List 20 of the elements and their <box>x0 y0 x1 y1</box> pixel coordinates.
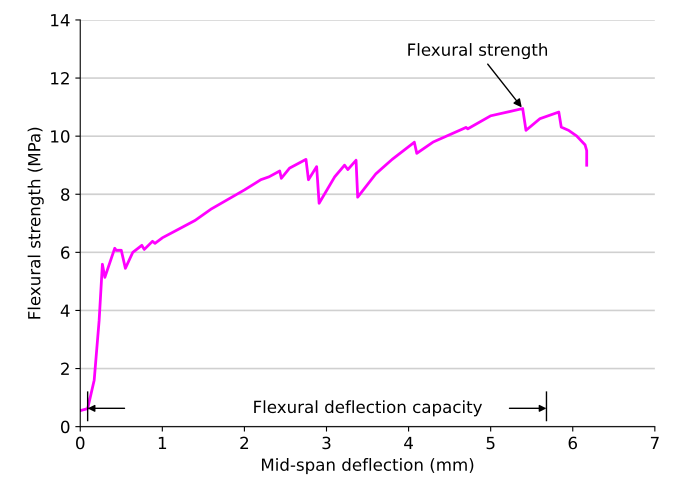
y-tick-label: 10 <box>51 130 70 143</box>
x-tick-label: 0 <box>76 436 84 450</box>
y-tick-label: 2 <box>61 362 69 375</box>
y-tick-label: 4 <box>60 304 70 317</box>
annotation: Flexural deflection capacity <box>254 400 482 416</box>
annotation: Flexural strength <box>408 43 548 60</box>
x-tick-label: 3 <box>322 436 330 450</box>
y-tick-label: 14 <box>51 14 70 26</box>
x-tick-label: 5 <box>486 436 495 450</box>
x-tick-label: 6 <box>568 436 578 450</box>
x-axis-title: Mid-span deflection (mm) <box>262 458 474 474</box>
x-tick-label: 1 <box>158 436 166 450</box>
y-axis-title: Flexural strength (MPa) <box>28 128 44 319</box>
x-tick-label: 7 <box>650 436 659 450</box>
y-tick-label: 12 <box>51 72 69 84</box>
y-tick-label: 0 <box>61 420 70 434</box>
y-tick-label: 6 <box>61 246 70 259</box>
y-tick-label: 8 <box>61 188 70 201</box>
x-tick-label: 2 <box>240 436 248 450</box>
x-tick-label: 4 <box>404 436 413 450</box>
